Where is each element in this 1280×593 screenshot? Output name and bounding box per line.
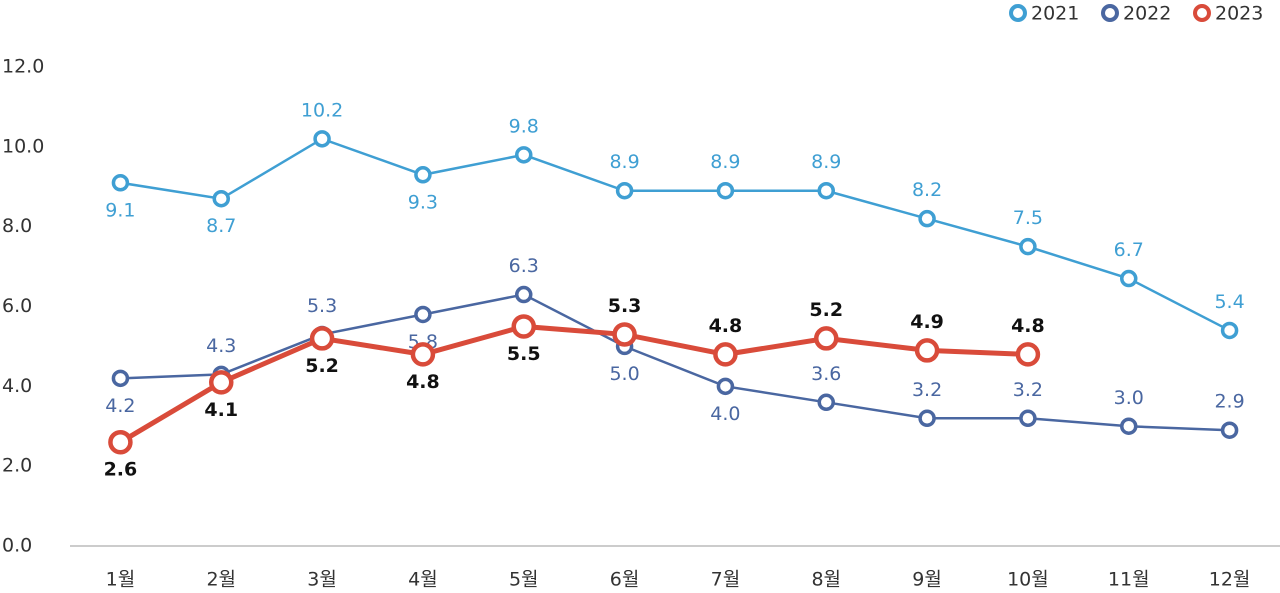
- y-tick-label: 6.0: [2, 295, 32, 317]
- point: [111, 369, 130, 388]
- series-line: [119, 323, 1029, 445]
- data-label: 4.9: [910, 311, 944, 333]
- point: [313, 130, 331, 148]
- x-tick-label: 11월: [1108, 569, 1150, 591]
- point: [414, 166, 432, 184]
- data-label: 8.2: [912, 179, 942, 201]
- data-label: 7.5: [1013, 207, 1043, 229]
- x-tick-label: 6월: [610, 569, 640, 591]
- data-label: 5.2: [305, 355, 339, 377]
- legend-marker: [1193, 4, 1211, 22]
- x-tick-label: 4월: [408, 569, 438, 591]
- y-tick-label: 10.0: [2, 135, 44, 157]
- point: [817, 393, 835, 412]
- point: [309, 326, 335, 351]
- point: [1120, 417, 1138, 435]
- data-label: 5.0: [609, 363, 639, 385]
- point: [615, 181, 634, 200]
- x-tick-label: 8월: [811, 569, 841, 591]
- point: [716, 181, 735, 200]
- x-tick-label: 5월: [509, 569, 539, 591]
- y-tick-label: 12.0: [2, 56, 44, 78]
- data-label: 6.3: [509, 255, 539, 277]
- y-tick-label: 4.0: [2, 375, 32, 397]
- data-label: 4.3: [206, 335, 236, 357]
- point: [1019, 409, 1037, 428]
- data-label: 4.8: [1011, 315, 1045, 337]
- data-label: 6.7: [1114, 239, 1144, 261]
- point: [1120, 269, 1138, 288]
- data-label: 8.9: [811, 151, 841, 173]
- x-tick-label: 10월: [1007, 569, 1049, 591]
- data-label: 8.9: [710, 151, 740, 173]
- series-line: [120, 137, 1231, 332]
- data-label: 3.6: [811, 363, 841, 385]
- point: [511, 314, 536, 339]
- legend-marker: [1009, 4, 1027, 22]
- data-label: 9.1: [105, 199, 135, 221]
- point: [1220, 421, 1239, 439]
- data-label: 9.8: [509, 115, 539, 137]
- data-label: 3.0: [1114, 387, 1144, 409]
- x-tick-label: 2월: [206, 569, 236, 591]
- data-label: 5.5: [507, 343, 541, 365]
- point: [410, 342, 436, 367]
- legend-label: 2021: [1031, 3, 1079, 25]
- y-tick-label: 8.0: [2, 215, 32, 237]
- data-label: 9.3: [408, 191, 438, 213]
- point: [515, 146, 533, 164]
- data-label: 4.8: [406, 371, 440, 393]
- data-label: 8.9: [609, 151, 639, 173]
- point: [713, 342, 738, 367]
- point: [918, 209, 936, 228]
- legend-label: 2023: [1215, 3, 1263, 25]
- series-line: [120, 293, 1230, 432]
- point: [1220, 321, 1239, 340]
- x-tick-label: 3월: [307, 569, 337, 591]
- data-label: 2.6: [104, 459, 138, 481]
- data-label: 10.2: [301, 99, 343, 121]
- data-label: 2.9: [1214, 391, 1244, 413]
- point: [515, 285, 533, 304]
- point: [212, 189, 230, 208]
- point: [918, 409, 936, 428]
- legend-marker: [1101, 4, 1119, 22]
- x-tick-label: 7월: [711, 569, 741, 591]
- point: [716, 377, 735, 396]
- data-label: 8.7: [206, 215, 236, 237]
- point: [209, 370, 234, 395]
- y-tick-label: 0.0: [2, 535, 32, 557]
- point: [612, 322, 637, 347]
- data-label: 5.3: [608, 295, 642, 317]
- point: [914, 338, 940, 363]
- x-tick-label: 12월: [1209, 569, 1251, 591]
- data-label: 5.2: [809, 299, 843, 321]
- data-label: 4.8: [709, 315, 743, 337]
- point: [108, 429, 133, 455]
- x-tick-label: 9월: [912, 569, 942, 591]
- legend-label: 2022: [1123, 3, 1171, 25]
- point: [814, 326, 839, 351]
- data-label: 4.2: [105, 395, 135, 417]
- data-label: 4.1: [204, 399, 238, 421]
- point: [414, 305, 432, 324]
- data-label: 5.4: [1214, 291, 1244, 313]
- point: [1019, 237, 1037, 256]
- data-label: 5.3: [307, 295, 337, 317]
- data-label: 3.2: [1013, 379, 1043, 401]
- point: [111, 174, 130, 192]
- point: [817, 181, 835, 200]
- data-label: 4.0: [710, 403, 740, 425]
- data-label: 3.2: [912, 379, 942, 401]
- y-tick-label: 2.0: [2, 455, 32, 477]
- x-tick-label: 1월: [106, 569, 136, 591]
- point: [1015, 342, 1041, 367]
